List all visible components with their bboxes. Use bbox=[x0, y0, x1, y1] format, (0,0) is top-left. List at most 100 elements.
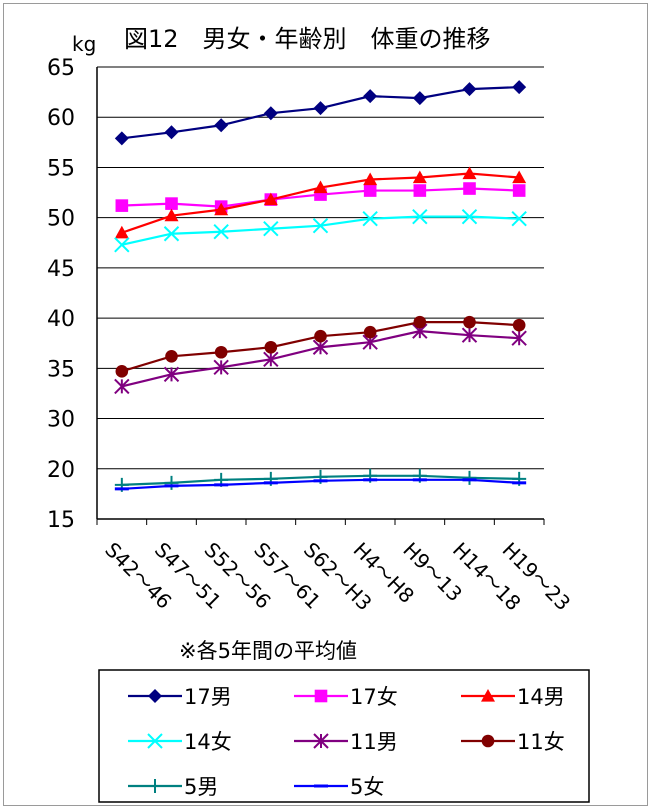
data-point bbox=[462, 470, 477, 485]
series-line bbox=[121, 215, 520, 246]
data-point bbox=[512, 318, 526, 332]
legend-label: 5女 bbox=[350, 775, 384, 799]
series-17男 bbox=[114, 80, 527, 146]
data-point bbox=[263, 351, 279, 368]
data-point bbox=[313, 733, 329, 749]
data-point bbox=[461, 327, 478, 343]
data-point bbox=[148, 689, 162, 703]
y-tick-label: 35 bbox=[47, 357, 75, 382]
data-point bbox=[165, 197, 178, 210]
data-point bbox=[313, 180, 328, 194]
data-point bbox=[363, 172, 378, 186]
data-point bbox=[413, 184, 427, 197]
data-point bbox=[147, 733, 163, 749]
data-point bbox=[214, 202, 229, 216]
data-point bbox=[463, 315, 476, 329]
data-point bbox=[114, 378, 130, 395]
legend-label: 14女 bbox=[184, 730, 232, 754]
data-point bbox=[462, 166, 477, 180]
series-14女 bbox=[114, 208, 527, 253]
data-point bbox=[214, 345, 228, 359]
data-point bbox=[263, 106, 278, 121]
data-point bbox=[165, 349, 178, 363]
data-point bbox=[363, 184, 377, 197]
chart-frame: 図12 男女・年齢別 体重の推移 kg 65 60 55 50 45 40 35 30 20 15… bbox=[3, 3, 648, 806]
weight-trend-chart: 図12 男女・年齢別 体重の推移 kg 65 60 55 50 45 40 35 30 20 15… bbox=[47, 25, 590, 803]
legend-item: 5男 bbox=[128, 775, 218, 799]
data-series bbox=[114, 80, 527, 492]
legend-item: 17男 bbox=[128, 685, 232, 709]
data-point bbox=[413, 315, 427, 329]
data-point bbox=[512, 80, 527, 95]
data-point bbox=[164, 475, 179, 490]
series-11男 bbox=[114, 323, 527, 395]
legend-label: 5男 bbox=[184, 775, 218, 799]
data-point bbox=[264, 340, 278, 354]
data-point bbox=[164, 208, 179, 222]
gridlines bbox=[96, 66, 545, 525]
data-point bbox=[312, 217, 329, 234]
series-5女 bbox=[114, 478, 527, 491]
data-point bbox=[481, 689, 495, 702]
y-tick-label: 15 bbox=[47, 508, 75, 533]
y-tick-label: 30 bbox=[47, 408, 75, 433]
y-tick-label: 50 bbox=[47, 207, 75, 232]
data-point bbox=[461, 208, 478, 225]
series-11女 bbox=[115, 315, 526, 378]
y-tick-label: 45 bbox=[47, 257, 75, 282]
data-point bbox=[363, 89, 378, 104]
data-point bbox=[148, 779, 162, 793]
data-point bbox=[114, 225, 129, 239]
legend-item: 14男 bbox=[461, 685, 565, 709]
legend: 17男 17女 14男 14女 11男 11女 5男 5女 bbox=[128, 685, 565, 799]
data-point bbox=[312, 339, 329, 355]
legend-label: 17女 bbox=[350, 685, 398, 709]
legend-label: 17男 bbox=[184, 685, 232, 709]
data-point bbox=[163, 366, 180, 383]
data-point bbox=[314, 689, 328, 703]
data-point bbox=[213, 224, 229, 240]
data-point bbox=[314, 329, 327, 343]
data-point bbox=[114, 131, 129, 146]
data-point bbox=[263, 192, 278, 206]
legend-label: 11男 bbox=[350, 730, 398, 754]
legend-item: 5女 bbox=[294, 775, 384, 799]
x-tick-labels: S42〜46S47〜51S52〜56S57〜61S62〜H3H4〜H8H9〜13… bbox=[100, 538, 575, 616]
chart-title: 図12 男女・年齢別 体重の推移 bbox=[124, 25, 491, 53]
y-tick-labels: 65 60 55 50 45 40 35 30 20 15 bbox=[47, 56, 75, 533]
data-point bbox=[512, 184, 526, 197]
data-point bbox=[412, 208, 428, 225]
data-point bbox=[362, 210, 378, 227]
legend-item: 11女 bbox=[461, 730, 565, 754]
data-point bbox=[115, 365, 129, 378]
data-point bbox=[163, 226, 180, 242]
data-point bbox=[412, 91, 427, 106]
data-point bbox=[512, 170, 527, 184]
data-point bbox=[511, 330, 527, 346]
legend-item: 11男 bbox=[294, 730, 398, 754]
data-point bbox=[213, 359, 229, 376]
data-point bbox=[263, 221, 279, 237]
legend-label: 14男 bbox=[517, 685, 565, 709]
y-tick-label: 65 bbox=[47, 56, 75, 81]
legend-box bbox=[98, 669, 590, 803]
data-point bbox=[164, 125, 179, 140]
data-point bbox=[114, 237, 130, 253]
data-point bbox=[463, 182, 476, 195]
data-point bbox=[412, 170, 427, 184]
data-point bbox=[511, 210, 527, 227]
legend-item: 17女 bbox=[294, 685, 398, 709]
data-point bbox=[363, 325, 377, 339]
y-tick-label: 20 bbox=[47, 458, 75, 483]
chart-note: ※各5年間の平均値 bbox=[179, 639, 357, 663]
y-tick-label: 55 bbox=[47, 156, 75, 181]
data-point bbox=[115, 199, 129, 212]
y-tick-label: 40 bbox=[47, 307, 75, 332]
series-14男 bbox=[114, 166, 527, 239]
legend-label: 11女 bbox=[517, 730, 565, 754]
data-point bbox=[214, 118, 229, 133]
y-tick-label: 60 bbox=[47, 106, 75, 131]
data-point bbox=[462, 82, 477, 97]
data-point bbox=[481, 734, 495, 748]
data-point bbox=[313, 101, 328, 116]
